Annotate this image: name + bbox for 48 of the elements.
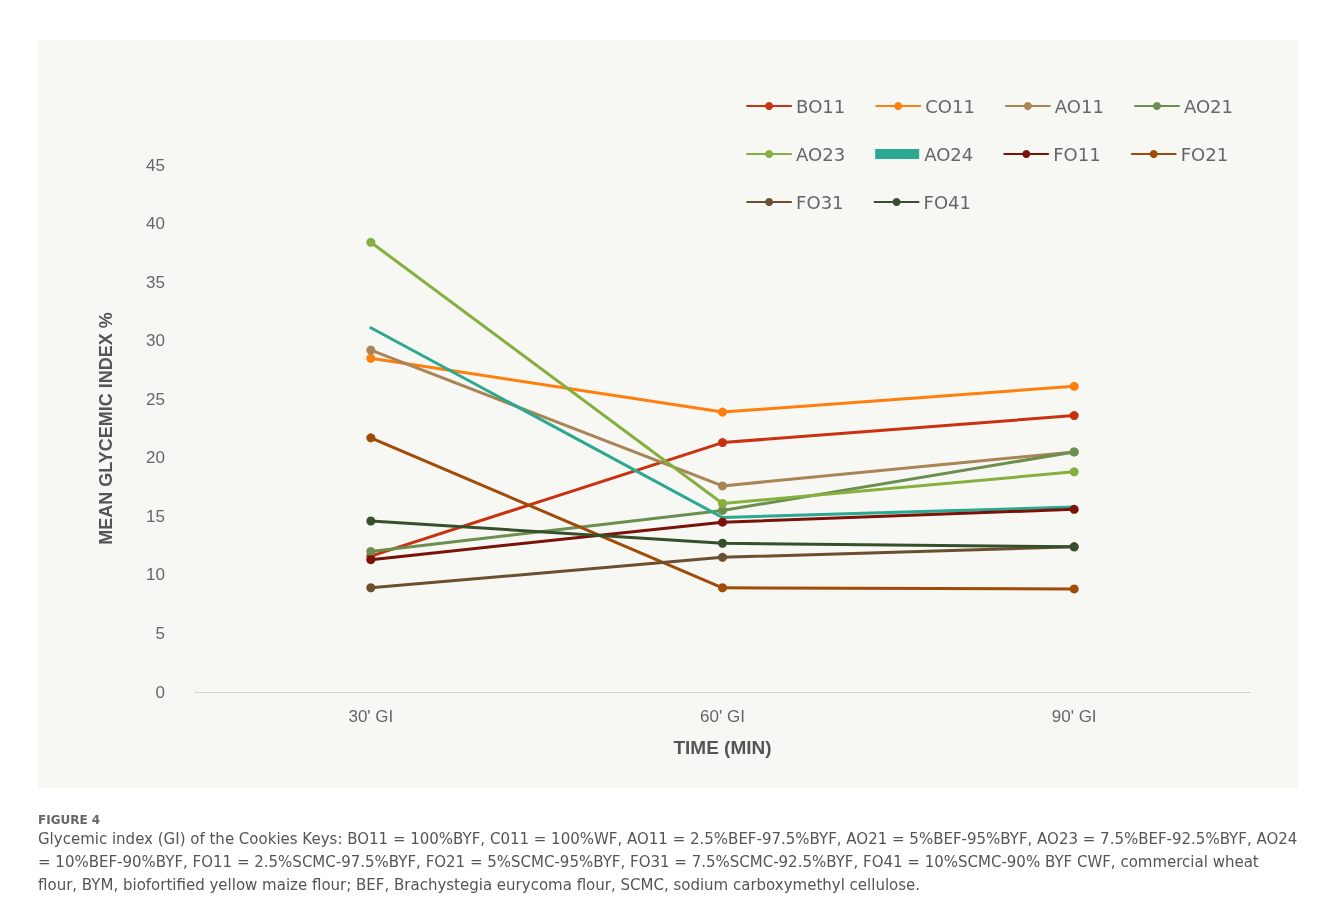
y-tick-label: 40 [146, 214, 165, 234]
point [718, 552, 727, 562]
x-tick-label: 60' GI [700, 707, 745, 726]
caption: FIGURE 4 [38, 812, 102, 828]
legend-label: FO31 [796, 191, 844, 213]
point [366, 345, 376, 355]
y-tick-label: 20 [146, 448, 165, 468]
point [1069, 504, 1079, 514]
y-axis-title: MEAN GLYCEMIC INDEX % [96, 312, 116, 545]
point [366, 546, 376, 556]
x-tick-label: 90' GI [1051, 707, 1097, 726]
legend-label: BO11 [796, 95, 846, 117]
y-tick-label: 5 [155, 623, 165, 643]
x-axis-title: TIME (MIN) [673, 737, 772, 758]
point [366, 353, 376, 363]
y-tick-label: 25 [146, 389, 165, 409]
legend-label: AO11 [1054, 95, 1104, 117]
point [1069, 584, 1079, 594]
point [366, 583, 376, 593]
x-tick-label: 30' GI [348, 707, 394, 726]
point [366, 433, 376, 443]
legend-label: FO41 [923, 191, 971, 213]
y-tick-label: 10 [146, 565, 165, 585]
legend-label: AO24 [924, 143, 974, 165]
y-tick-label: 15 [146, 506, 165, 526]
point [718, 583, 727, 593]
point [1069, 381, 1079, 391]
point [718, 538, 727, 548]
y-tick-label: 45 [146, 155, 165, 175]
legend-label: AO21 [1183, 95, 1234, 117]
legend-label: FO11 [1053, 143, 1101, 165]
point [718, 498, 727, 508]
y-tick-label: 30 [146, 331, 165, 351]
y-tick-label: 35 [146, 272, 165, 292]
y-tick-label: 0 [155, 682, 165, 702]
text: Glycemic index (GI) of the Cookies Keys: BO11 = 100%BYF, C011 = 100%WF, AO11 = 2.5%BEF-97.5%BYF, AO21 = 5%BEF-95%BYF, AO23 = 7.5%BEF-92.5%BYF, AO24 = 10%BEF-90%BYF, FO11 = 2.5%SCMC-97.5%BYF, FO21 = 5%SCMC-95%BYF, FO31 = 7.5%SCMC-92.5%BYF, FO41 = 10%SCMC-90% BYF CWF, commercial wheat flour, BYM, biofortified yellow maize flour; BEF, Brachystegia eurycoma flour, SCMC, sodium carboxymethyl cellulose. [38, 829, 1299, 896]
legend-label: FO21 [1180, 143, 1229, 165]
point [1069, 467, 1079, 477]
point [718, 481, 727, 491]
legend-label: AO23 [796, 143, 846, 165]
point [718, 407, 727, 417]
point [718, 438, 727, 448]
point [366, 516, 376, 526]
point [366, 555, 376, 565]
point [1069, 411, 1079, 421]
point [366, 237, 376, 247]
legend-label: CO11 [925, 95, 975, 117]
point [718, 517, 727, 527]
